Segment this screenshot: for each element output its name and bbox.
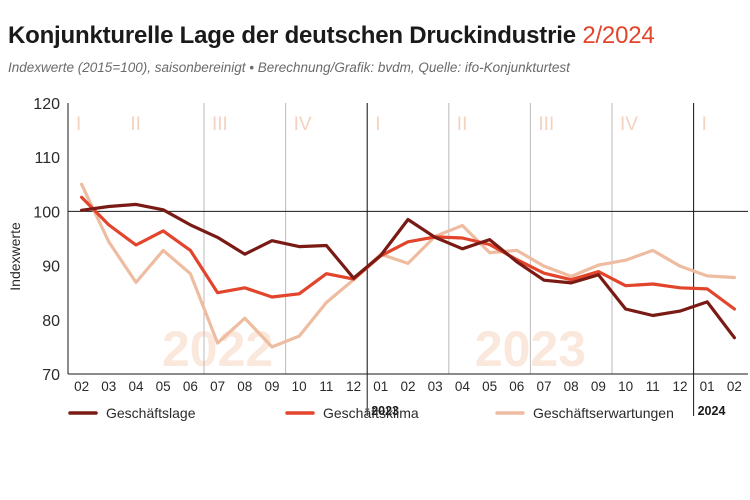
quarter-label: III xyxy=(212,114,228,135)
x-tick-label: 09 xyxy=(591,379,606,394)
x-tick-label: 07 xyxy=(210,379,225,394)
y-tick-label: 80 xyxy=(42,313,60,330)
x-tick-label: 08 xyxy=(237,379,252,394)
x-tick-label: 06 xyxy=(183,379,198,394)
x-tick-label: 07 xyxy=(536,379,551,394)
x-tick-label: 09 xyxy=(264,379,279,394)
legend-label: Geschäftslage xyxy=(106,405,196,421)
x-tick-label: 12 xyxy=(346,379,361,394)
year-label-2024: 2024 xyxy=(698,404,726,418)
x-tick-label: 02 xyxy=(727,379,742,394)
x-tick-label: 01 xyxy=(373,379,388,394)
x-tick-label: 04 xyxy=(455,379,471,394)
chart-title-main: Konjunkturelle Lage der deutschen Drucki… xyxy=(8,22,576,49)
y-axis-label: Indexwerte xyxy=(7,222,23,291)
quarter-label: III xyxy=(538,114,554,135)
x-tick-label: 12 xyxy=(672,379,687,394)
y-tick-label: 70 xyxy=(42,367,60,384)
x-tick-label: 03 xyxy=(101,379,116,394)
chart-title: Konjunkturelle Lage der deutschen Drucki… xyxy=(8,22,655,50)
year-label-2023: 2023 xyxy=(371,404,399,418)
series-line-geschaeftserwartungen xyxy=(80,182,736,349)
x-tick-label: 01 xyxy=(700,379,715,394)
y-tick-label: 100 xyxy=(33,204,60,221)
x-tick-label: 10 xyxy=(292,379,307,394)
y-tick-label: 90 xyxy=(42,259,60,276)
x-tick-label: 06 xyxy=(509,379,524,394)
quarter-label: II xyxy=(457,114,468,135)
x-tick-label: 04 xyxy=(128,379,144,394)
chart-title-suffix: 2/2024 xyxy=(582,22,655,49)
quarter-label: I xyxy=(375,114,380,135)
series-line-geschaeftsklima xyxy=(80,195,736,311)
y-tick-label: 110 xyxy=(34,150,60,167)
quarter-label: IV xyxy=(294,114,312,135)
quarter-label: I xyxy=(702,114,707,135)
y-tick-label: 120 xyxy=(33,96,60,113)
legend-label: Geschäftsklima xyxy=(323,405,419,421)
x-tick-label: 02 xyxy=(400,379,415,394)
x-tick-label: 11 xyxy=(646,379,660,394)
chart-subtitle: Indexwerte (2015=100), saisonbereinigt •… xyxy=(8,60,570,75)
x-tick-label: 03 xyxy=(428,379,443,394)
legend-label: Geschäftserwartungen xyxy=(533,405,674,421)
x-tick-label: 11 xyxy=(319,379,333,394)
x-tick-label: 05 xyxy=(482,379,497,394)
quarter-label: I xyxy=(76,114,81,135)
x-tick-label: 05 xyxy=(156,379,171,394)
x-tick-label: 08 xyxy=(564,379,579,394)
x-tick-label: 10 xyxy=(618,379,633,394)
quarter-label: II xyxy=(130,114,141,135)
quarter-label: IV xyxy=(620,114,638,135)
x-tick-label: 02 xyxy=(74,379,89,394)
series-line-geschaeftslage xyxy=(80,202,736,340)
